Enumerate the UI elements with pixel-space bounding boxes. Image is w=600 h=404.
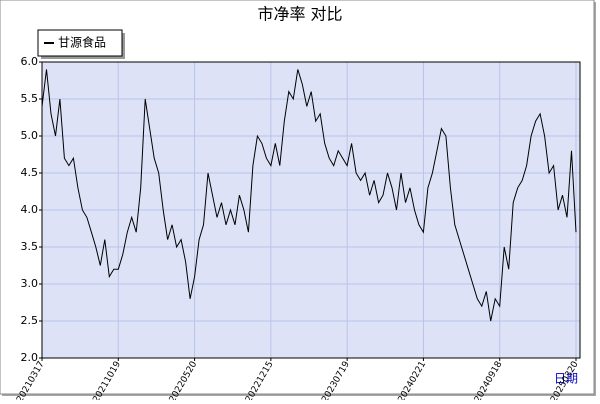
- y-tick-label: 2.0: [21, 351, 39, 364]
- chart-title: 市净率 对比: [257, 5, 342, 24]
- y-tick-label: 3.0: [21, 277, 39, 290]
- legend: 甘源食品: [37, 29, 125, 59]
- y-tick-label: 2.5: [21, 314, 39, 327]
- y-tick-label: 3.5: [21, 240, 39, 253]
- y-tick-label: 4.0: [21, 203, 39, 216]
- y-tick-label: 5.5: [21, 92, 39, 105]
- x-axis-label: 日期: [554, 372, 578, 386]
- y-tick-label: 5.0: [21, 129, 39, 142]
- series-line: [41, 69, 577, 322]
- legend-label: 甘源食品: [58, 35, 106, 50]
- y-tick-label: 6.0: [21, 55, 39, 68]
- plot-border: [41, 61, 581, 359]
- y-tick-label: 4.5: [21, 166, 39, 179]
